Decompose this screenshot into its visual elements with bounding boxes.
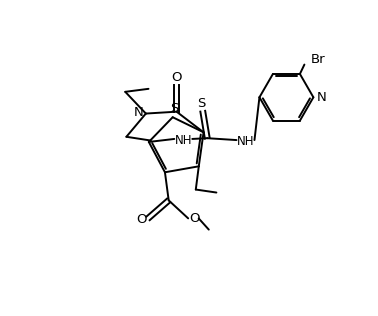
Text: S: S (197, 97, 206, 110)
Text: Br: Br (310, 53, 325, 66)
Text: O: O (171, 71, 182, 84)
Text: S: S (170, 102, 179, 115)
Text: NH: NH (237, 135, 255, 148)
Text: O: O (136, 213, 147, 226)
Text: N: N (317, 91, 327, 104)
Text: NH: NH (175, 134, 192, 147)
Text: O: O (189, 212, 200, 225)
Text: N: N (134, 106, 144, 119)
